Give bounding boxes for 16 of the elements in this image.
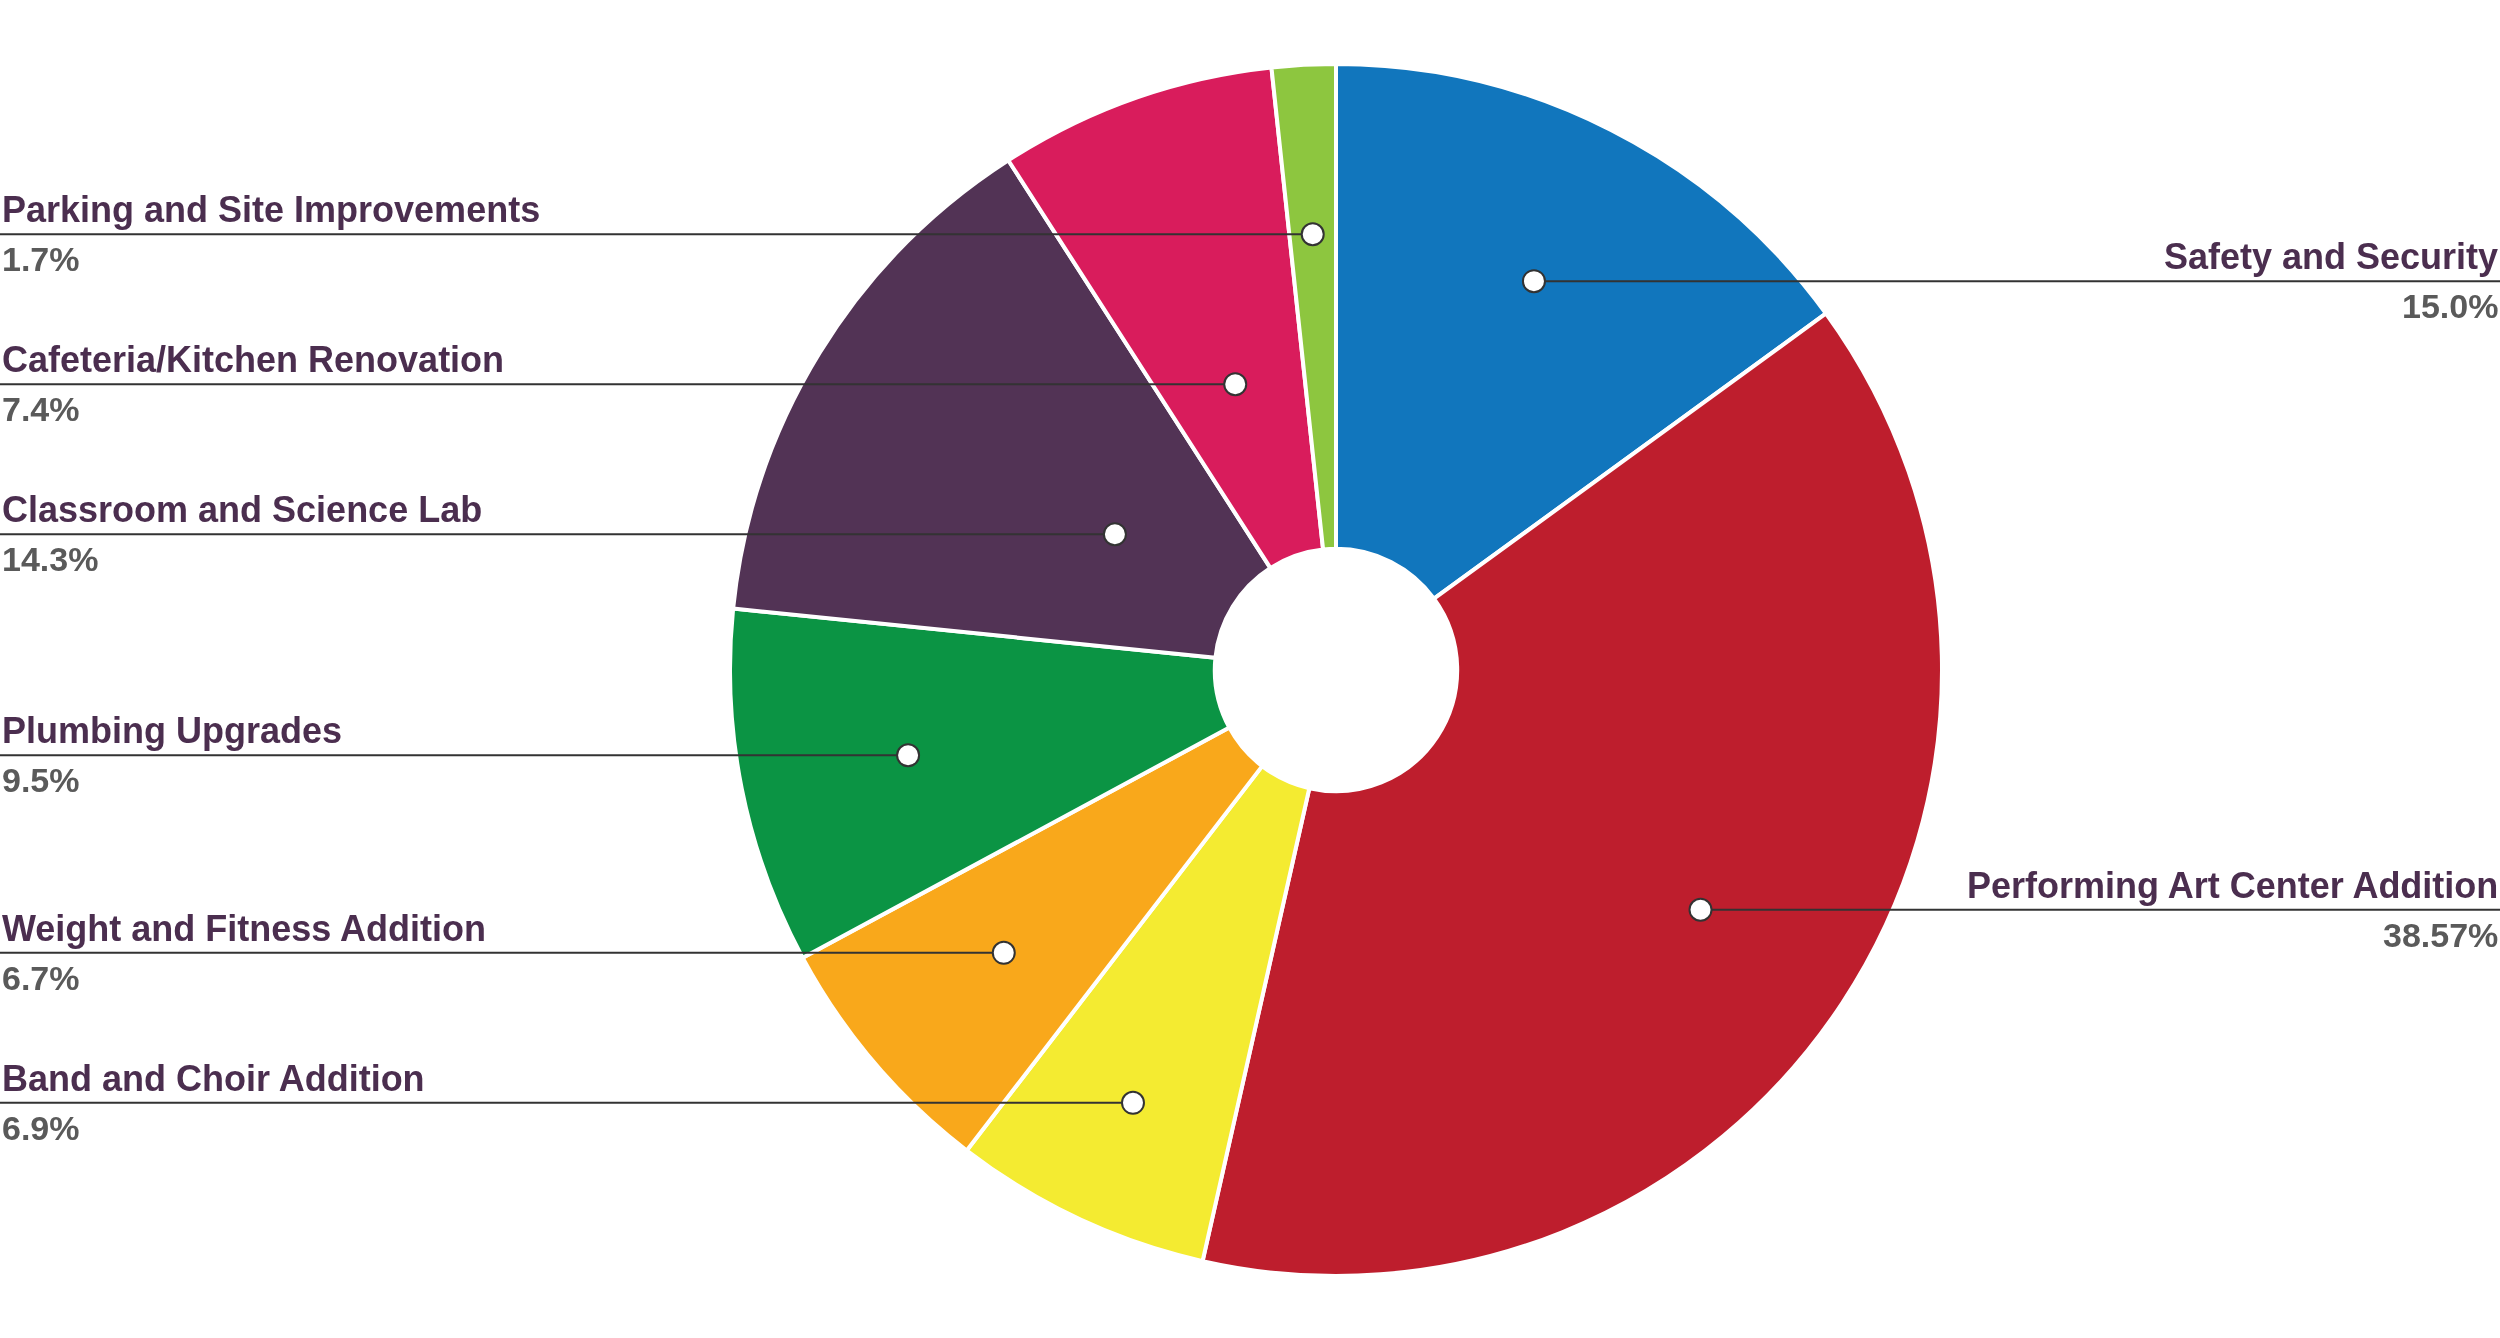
data-label: 7.4% (2, 390, 80, 428)
slice-label: Safety and Security (2164, 236, 2499, 277)
data-label: 15.0% (2402, 287, 2499, 325)
slice-label: Cafeteria/Kitchen Renovation (2, 339, 505, 380)
slice-label: Classroom and Science Lab (2, 489, 483, 530)
data-label: 14.3% (2, 540, 99, 578)
data-label: 6.7% (2, 959, 80, 997)
slice-label: Plumbing Upgrades (2, 710, 343, 751)
data-label: 38.57% (2383, 916, 2499, 954)
slice-label: Performing Art Center Addition (1967, 865, 2499, 906)
slice-label: Parking and Site Improvements (2, 189, 541, 230)
data-label: 6.9% (2, 1109, 80, 1147)
slice-label: Weight and Fitness Addition (2, 908, 486, 949)
slice-label: Band and Choir Addition (2, 1058, 425, 1099)
data-label: 1.7% (2, 240, 80, 278)
data-label: 9.5% (2, 761, 80, 799)
